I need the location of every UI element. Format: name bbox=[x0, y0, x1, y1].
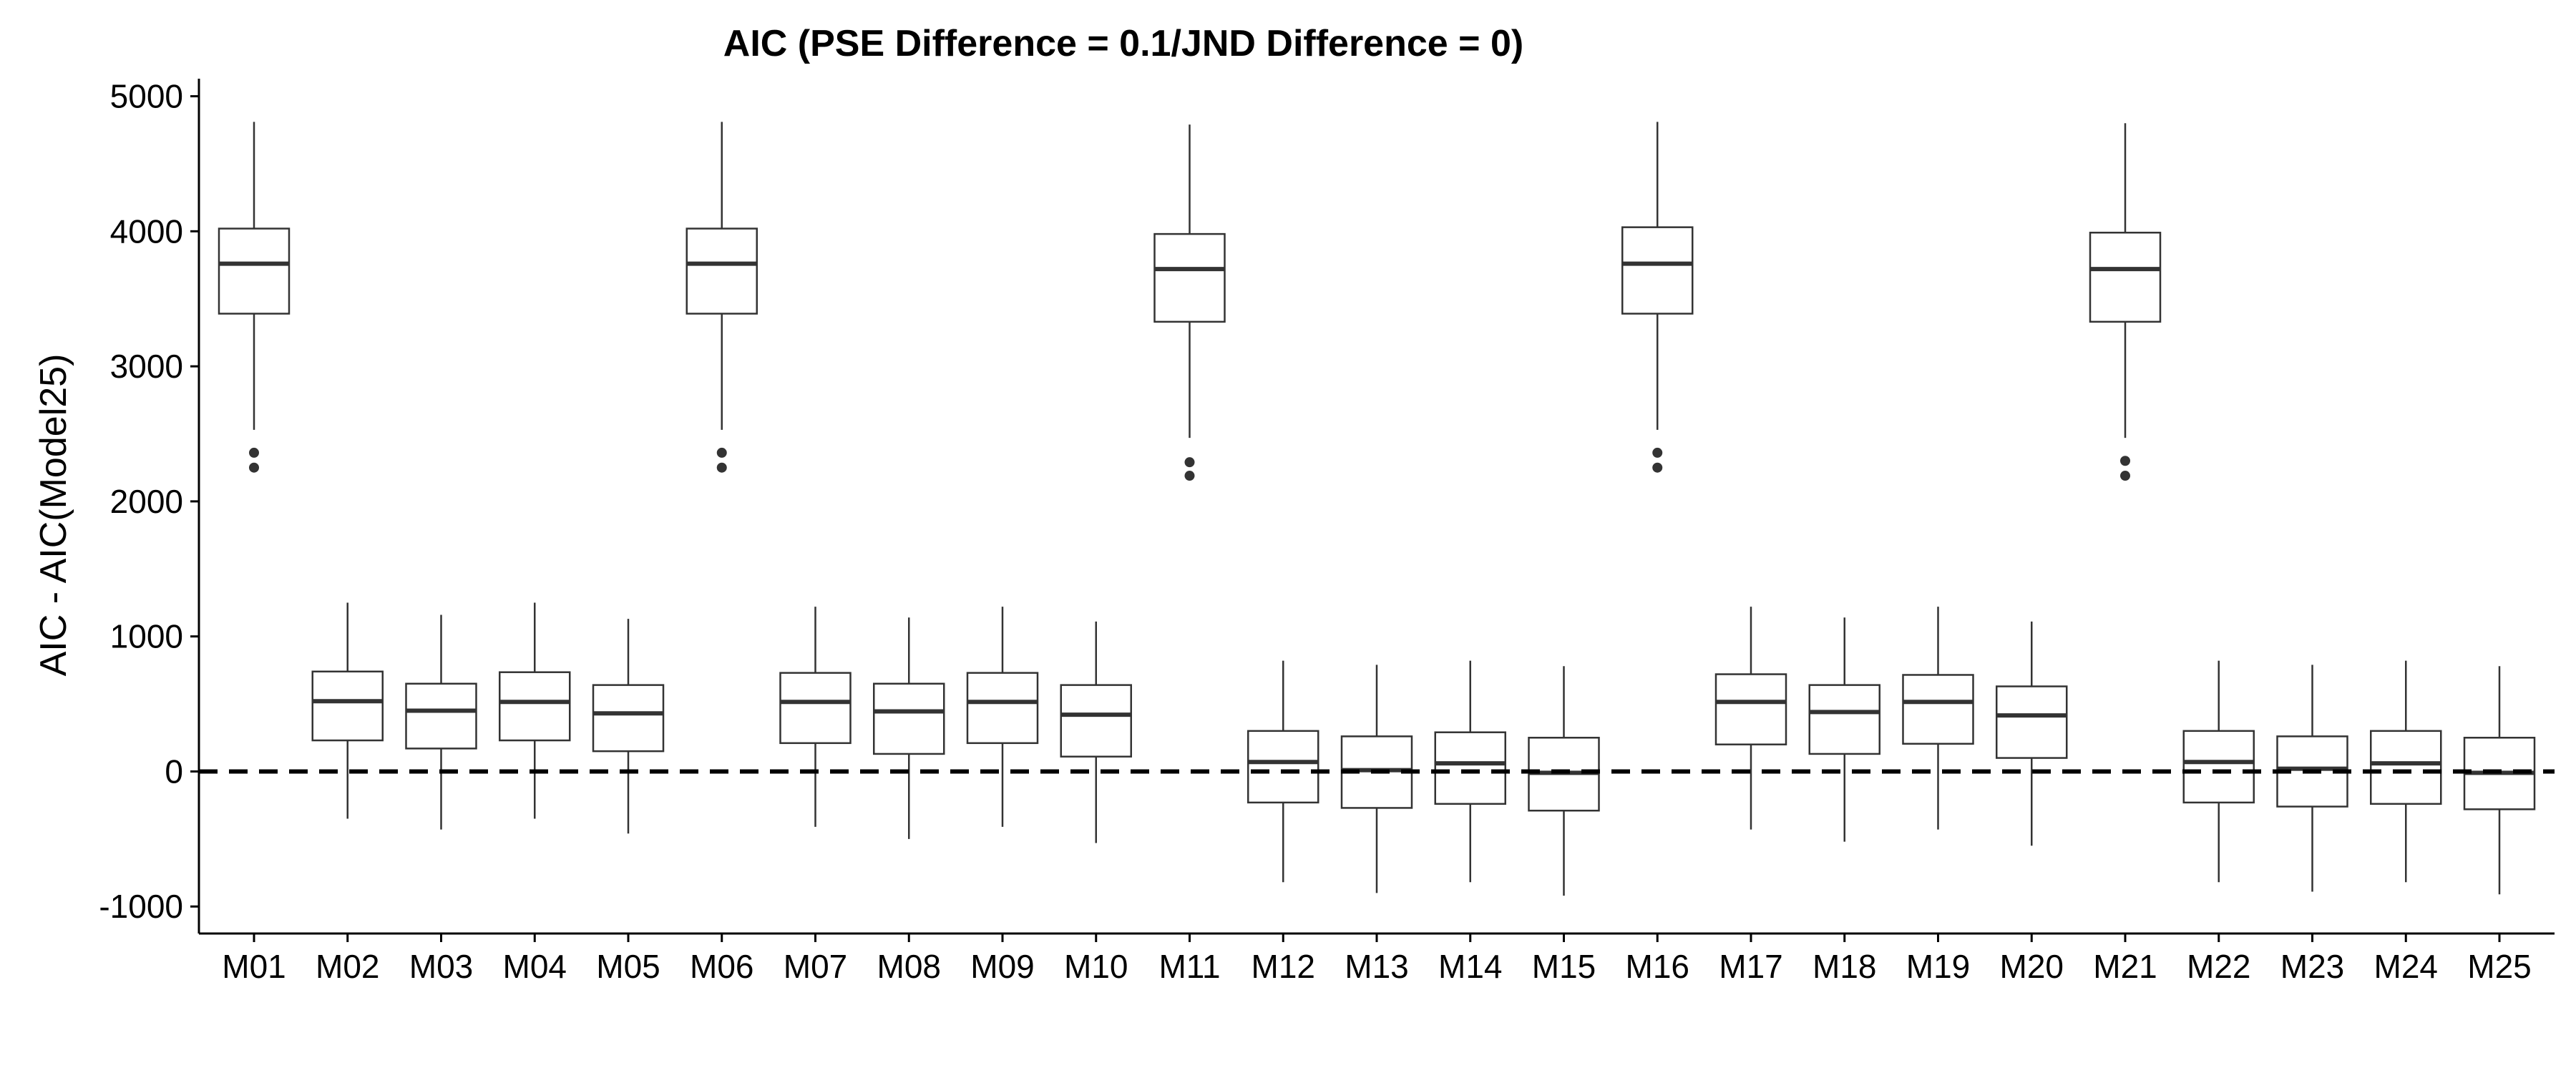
box-iqr bbox=[1996, 685, 2068, 759]
y-tick-label: 4000 bbox=[110, 212, 183, 250]
x-tick-label: M22 bbox=[2187, 948, 2250, 985]
box-iqr bbox=[218, 227, 291, 315]
x-tick-label: M21 bbox=[2093, 948, 2157, 985]
box-iqr bbox=[686, 227, 758, 315]
y-axis-label: AIC - AIC(Model25) bbox=[33, 354, 74, 677]
y-tick-label: -1000 bbox=[99, 888, 183, 925]
box-iqr bbox=[499, 671, 571, 742]
box-iqr bbox=[779, 672, 852, 745]
x-tick-label: M17 bbox=[1719, 948, 1782, 985]
box-iqr bbox=[1902, 674, 1974, 745]
x-tick-label: M05 bbox=[596, 948, 660, 985]
box-iqr bbox=[1621, 226, 1694, 315]
x-tick-label: M10 bbox=[1064, 948, 1128, 985]
x-tick-label: M16 bbox=[1626, 948, 1689, 985]
x-tick-label: M02 bbox=[316, 948, 379, 985]
box-iqr bbox=[2089, 231, 2162, 323]
x-tick-label: M04 bbox=[503, 948, 567, 985]
box-iqr bbox=[405, 682, 477, 750]
outlier-point bbox=[1652, 447, 1663, 458]
y-tick-label: 0 bbox=[165, 753, 183, 790]
x-tick-label: M20 bbox=[2000, 948, 2064, 985]
x-tick-label: M25 bbox=[2467, 948, 2531, 985]
box-iqr bbox=[311, 670, 384, 742]
box-iqr bbox=[1153, 232, 1226, 323]
outlier-point bbox=[1184, 471, 1195, 481]
x-tick-label: M15 bbox=[1532, 948, 1596, 985]
box-iqr bbox=[1060, 684, 1132, 758]
y-tick-label: 5000 bbox=[110, 78, 183, 115]
x-tick-label: M14 bbox=[1438, 948, 1502, 985]
outlier-point bbox=[1184, 457, 1195, 468]
y-tick-label: 3000 bbox=[110, 348, 183, 385]
x-tick-label: M24 bbox=[2374, 948, 2438, 985]
box-iqr bbox=[1434, 731, 1506, 805]
x-tick-label: M09 bbox=[970, 948, 1034, 985]
box-iqr bbox=[1714, 673, 1787, 745]
y-tick-label: 2000 bbox=[110, 483, 183, 520]
box-iqr bbox=[1247, 730, 1319, 804]
chart-title: AIC (PSE Difference = 0.1/JND Difference… bbox=[723, 23, 1523, 64]
box-iqr bbox=[2182, 730, 2255, 804]
plot-area: -1000 0 1000 2000 3000 4000 5000 M01 M02 M03 M04 M0… bbox=[99, 78, 2555, 985]
outlier-point bbox=[249, 462, 259, 473]
outlier-point bbox=[716, 462, 727, 473]
x-tick-label: M23 bbox=[2280, 948, 2344, 985]
outlier-point bbox=[716, 447, 727, 458]
box-iqr bbox=[592, 684, 665, 753]
x-tick-label: M12 bbox=[1252, 948, 1315, 985]
x-tick-label: M03 bbox=[409, 948, 473, 985]
box-iqr bbox=[2370, 730, 2442, 805]
outlier-point bbox=[2120, 456, 2130, 466]
outlier-point bbox=[249, 447, 259, 458]
box-iqr bbox=[873, 682, 945, 755]
x-tick-label: M07 bbox=[784, 948, 847, 985]
x-tick-label: M06 bbox=[690, 948, 753, 985]
box-iqr bbox=[966, 672, 1039, 745]
x-tick-label: M13 bbox=[1345, 948, 1408, 985]
y-tick-label: 1000 bbox=[110, 618, 183, 655]
outlier-point bbox=[2120, 471, 2130, 481]
x-tick-label: M01 bbox=[222, 948, 286, 985]
x-tick-label: M19 bbox=[1906, 948, 1970, 985]
x-tick-label: M11 bbox=[1158, 948, 1220, 985]
outlier-point bbox=[1652, 462, 1663, 473]
x-tick-label: M18 bbox=[1813, 948, 1876, 985]
box-iqr bbox=[1808, 684, 1880, 755]
x-tick-label: M08 bbox=[877, 948, 941, 985]
